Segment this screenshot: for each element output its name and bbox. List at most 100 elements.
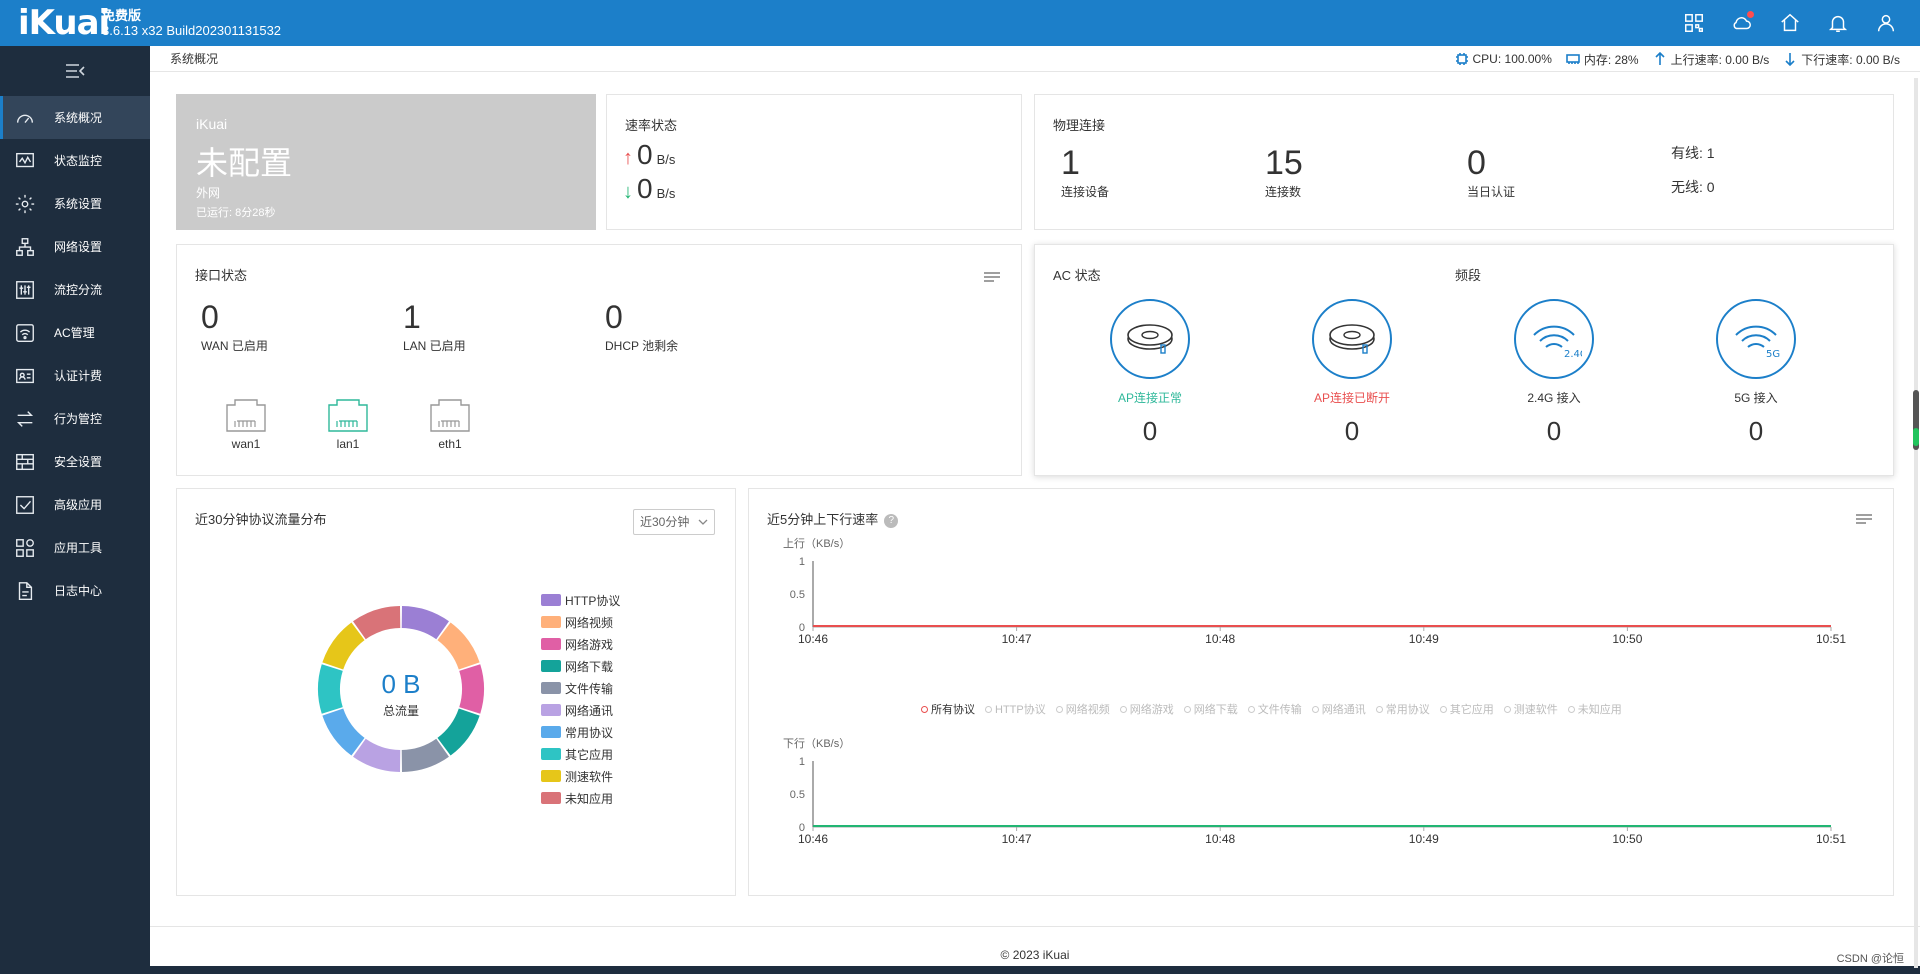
series-legend-item[interactable]: HTTP协议 — [985, 701, 1046, 717]
y-tick-label: 0.5 — [790, 789, 805, 801]
connections-count[interactable]: 15 连接数 — [1265, 144, 1303, 199]
sidebar-item-10[interactable]: 高级应用 — [0, 483, 150, 526]
check-box-icon — [16, 495, 34, 514]
wan-status-card[interactable]: iKuai 未配置 外网 已运行: 8分28秒 — [176, 94, 596, 230]
sidebar-item-11[interactable]: 应用工具 — [0, 526, 150, 569]
legend-item[interactable]: 文件传输 — [541, 677, 620, 699]
time-range-select[interactable]: 近30分钟 — [633, 509, 715, 535]
home-icon[interactable] — [1778, 11, 1802, 35]
legend-item[interactable]: HTTP协议 — [541, 589, 620, 611]
scrollbar-track[interactable] — [1914, 78, 1918, 968]
series-legend-item[interactable]: 未知应用 — [1567, 701, 1622, 717]
legend-item[interactable]: 网络视频 — [541, 611, 620, 633]
ac-item-3[interactable]: 2.4G 2.4G 接入 0 — [1499, 299, 1609, 447]
sidebar-item-label: 安全设置 — [54, 455, 103, 469]
menu-lines-icon[interactable] — [1855, 513, 1873, 527]
ethernet-port-icon — [328, 399, 368, 432]
sidebar-item-1[interactable]: 系统概况 — [0, 96, 150, 139]
wifi-2.4g-icon: 2.4G — [1533, 325, 1582, 360]
ac-item-label: 5G 接入 — [1734, 391, 1778, 405]
donut-slice[interactable] — [322, 622, 365, 670]
sliders-icon — [16, 280, 34, 299]
total-traffic-label: 总流量 — [382, 704, 419, 718]
y-axis-label: 上行（KB/s） — [783, 537, 850, 550]
sidebar-item-5[interactable]: 流控分流 — [0, 268, 150, 311]
y-tick-label: 1 — [799, 756, 805, 768]
port-eth1[interactable]: eth1 — [425, 397, 475, 451]
wired-count: 有线: 1 — [1671, 145, 1715, 161]
series-legend-item[interactable]: 网络视频 — [1055, 701, 1110, 717]
sidebar-item-2[interactable]: 状态监控 — [0, 139, 150, 182]
band-title: 频段 — [1455, 268, 1482, 283]
y-tick-label: 0 — [799, 622, 805, 634]
network-icon — [16, 237, 34, 256]
donut-slice[interactable] — [353, 738, 401, 772]
series-legend-item[interactable]: 测速软件 — [1503, 701, 1558, 717]
wan-brand: iKuai — [196, 116, 228, 132]
footer-divider — [150, 926, 1920, 927]
legend-item[interactable]: 常用协议 — [541, 721, 620, 743]
ac-item-1[interactable]: AP连接正常 0 — [1095, 299, 1205, 447]
donut-slice[interactable] — [322, 708, 365, 756]
daily-auth[interactable]: 0 当日认证 — [1467, 144, 1516, 199]
arrow-up-icon: ↑ — [623, 147, 633, 169]
menu-lines-icon[interactable] — [983, 271, 1001, 285]
connected-devices[interactable]: 1 连接设备 — [1061, 144, 1110, 199]
sidebar-item-4[interactable]: 网络设置 — [0, 225, 150, 268]
series-legend-item[interactable]: 文件传输 — [1247, 701, 1302, 717]
series-legend-item[interactable]: 常用协议 — [1375, 701, 1430, 717]
file-icon — [18, 581, 33, 600]
donut-slice[interactable] — [318, 664, 343, 714]
donut-slice[interactable] — [437, 708, 480, 756]
cloud-icon[interactable] — [1730, 11, 1754, 35]
donut-slice[interactable] — [437, 622, 480, 670]
sidebar-item-9[interactable]: 安全设置 — [0, 440, 150, 483]
legend-item[interactable]: 网络游戏 — [541, 633, 620, 655]
x-tick-label: 10:51 — [1816, 832, 1846, 846]
help-icon[interactable]: ? — [884, 513, 899, 528]
donut-slice[interactable] — [459, 664, 484, 714]
legend-item[interactable]: 测速软件 — [541, 765, 620, 787]
watermark: CSDN @论恒 — [1836, 953, 1904, 965]
legend-item[interactable]: 未知应用 — [541, 787, 620, 809]
port-wan1[interactable]: wan1 — [221, 397, 271, 451]
user-icon[interactable] — [1874, 11, 1898, 35]
sidebar-item-label: 日志中心 — [54, 584, 103, 598]
wireless-count: 无线: 0 — [1671, 179, 1715, 195]
donut-slice[interactable] — [353, 606, 401, 640]
series-legend-item[interactable]: 网络游戏 — [1119, 701, 1174, 717]
donut-slice[interactable] — [401, 606, 449, 640]
grid-icon[interactable] — [1682, 11, 1706, 35]
ac-item-2[interactable]: AP连接已断开 0 — [1297, 299, 1407, 447]
sidebar-item-12[interactable]: 日志中心 — [0, 569, 150, 612]
legend-item[interactable]: 其它应用 — [541, 743, 620, 765]
menu-toggle-button[interactable] — [0, 46, 150, 96]
series-legend-item[interactable]: 所有协议 — [921, 701, 975, 717]
ac-item-value: 0 — [1748, 416, 1764, 446]
x-tick-label: 10:50 — [1612, 832, 1642, 846]
status-bar: 系统概况 CPU: 100.00% 内存: 28% 上行速率: 0.00 B/s… — [150, 46, 1920, 72]
sidebar: 系统概况 状态监控 系统设置 网络设置 流控分流 AC管理 认证计费 行为管控安全设置高级应用… — [0, 46, 150, 974]
donut-slice[interactable] — [401, 738, 449, 772]
firewall-icon — [16, 453, 34, 470]
series-legend-item[interactable]: 网络通讯 — [1311, 701, 1366, 717]
sidebar-item-8[interactable]: 行为管控 — [0, 397, 150, 440]
series-legend-item[interactable]: 网络下载 — [1183, 701, 1238, 717]
y-axis-label: 下行（KB/s） — [783, 737, 850, 750]
sidebar-item-7[interactable]: 认证计费 — [0, 354, 150, 397]
ac-item-4[interactable]: 5G 5G 接入 0 — [1701, 299, 1811, 447]
port-lan1[interactable]: lan1 — [323, 397, 373, 451]
legend-item[interactable]: 网络下载 — [541, 655, 620, 677]
scrollbar-thumb[interactable] — [1913, 390, 1919, 450]
dhcp-remaining: 0 DHCP 池剩余 — [605, 299, 679, 353]
series-legend-item[interactable]: 其它应用 — [1439, 701, 1494, 717]
sidebar-item-6[interactable]: AC管理 — [0, 311, 150, 354]
bell-icon[interactable] — [1826, 11, 1850, 35]
gear-icon — [15, 194, 35, 213]
sidebar-item-3[interactable]: 系统设置 — [0, 182, 150, 225]
logo[interactable]: iKuai — [18, 3, 110, 43]
wifi-icon — [16, 323, 34, 342]
monitor-icon — [16, 152, 34, 167]
legend-item[interactable]: 网络通讯 — [541, 699, 620, 721]
